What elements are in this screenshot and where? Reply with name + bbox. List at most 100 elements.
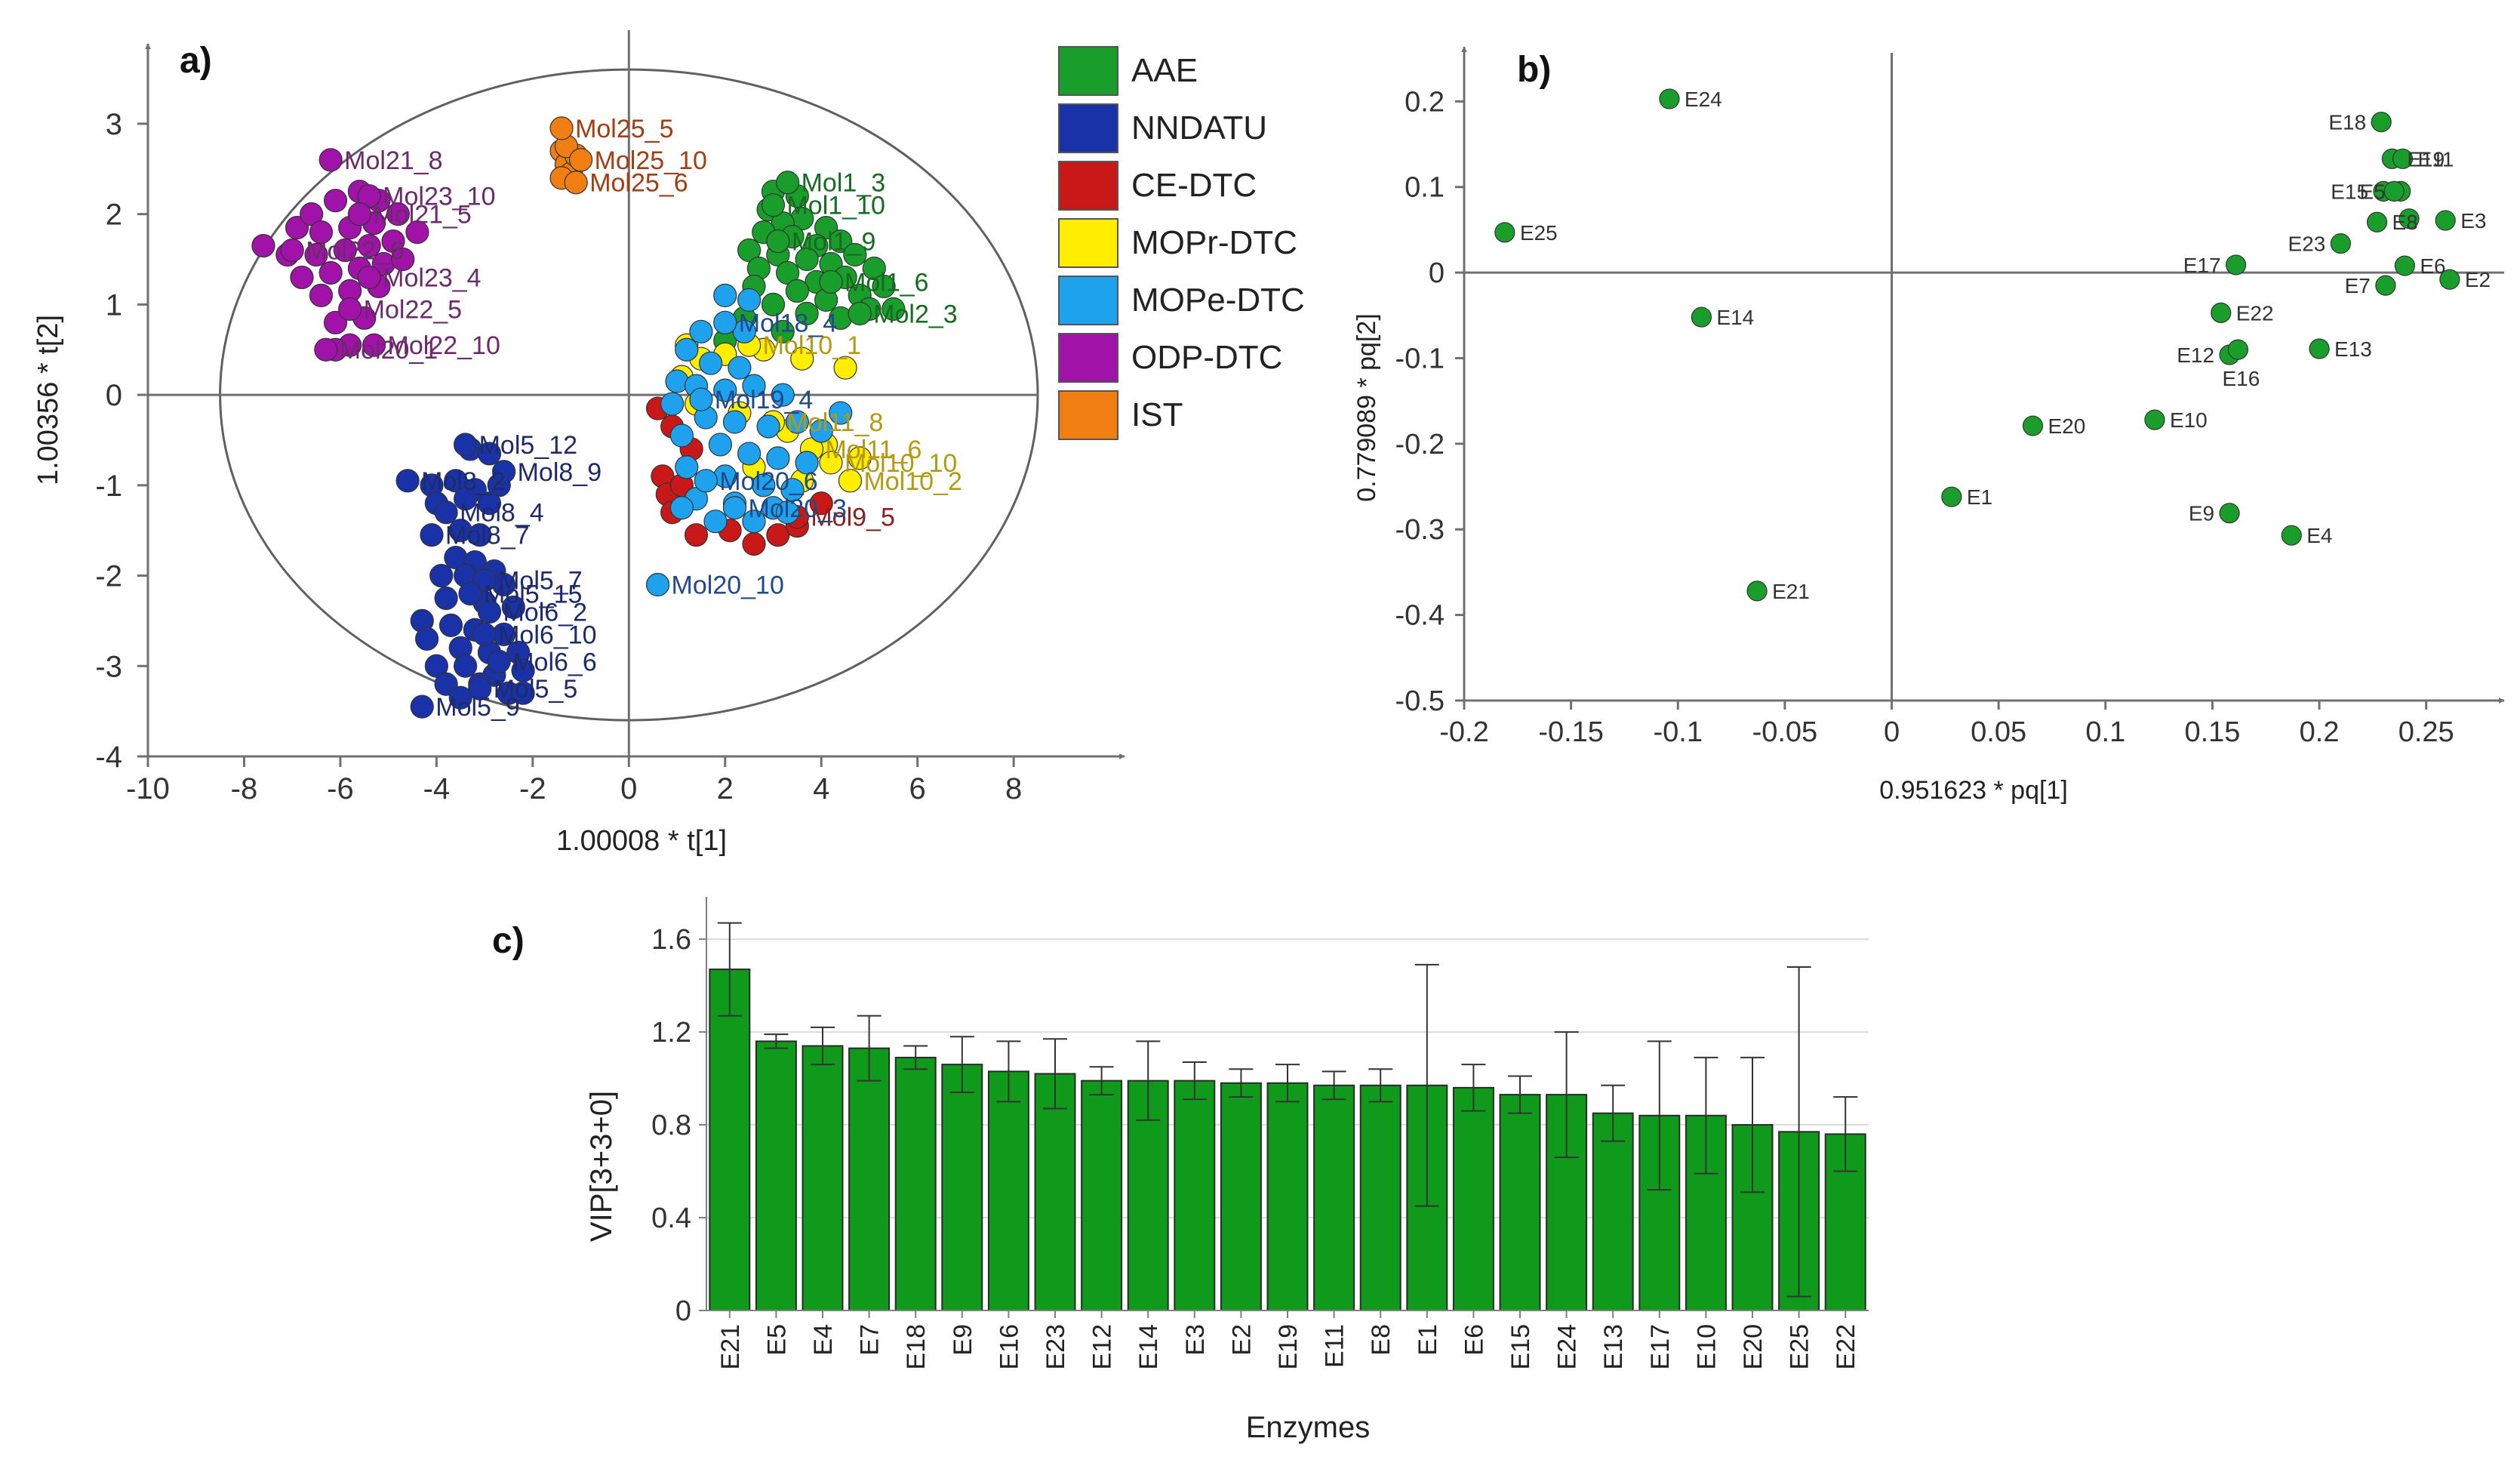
panel-c-x-ticks: E21 E5 E4 E7 E18 E9 E16 E23 E12 E14 E3 E2 E19 E11 E8 E1… (716, 1310, 1860, 1370)
score-point (314, 337, 338, 362)
score-point (872, 274, 896, 299)
legend-swatch (1058, 161, 1118, 211)
score-point (722, 410, 747, 434)
loading-point-label: E4 (2306, 524, 2332, 547)
x-tick-label: E22 (1832, 1324, 1860, 1370)
score-point (309, 283, 334, 307)
panel-a-x-ticks: -10 -8 -6 -4 -2 0 2 4 6 8 (126, 756, 1022, 805)
x-tick-label: E20 (1739, 1324, 1768, 1370)
loading-point-label: E20 (2048, 414, 2085, 438)
score-point (318, 260, 343, 285)
loading-point (2394, 255, 2415, 276)
score-point-label: Mol5_5 (494, 675, 578, 704)
panel-c-x-axis-title: Enzymes (1246, 1411, 1371, 1444)
x-tick-label: 0 (1884, 716, 1900, 748)
score-point-label: Mol25_10 (595, 146, 707, 175)
legend-label: MOPe-DTC (1131, 282, 1305, 319)
score-point (829, 229, 853, 254)
score-point-label: Mol8_2 (421, 467, 506, 496)
score-point (434, 586, 458, 611)
score-point (838, 469, 863, 493)
score-point (689, 387, 713, 411)
vip-bar (1592, 1112, 1634, 1311)
score-point (708, 433, 732, 457)
vip-bar (1081, 1079, 1123, 1312)
loading-point-label: E14 (1716, 306, 1754, 329)
score-point-label: Mol20_6 (719, 467, 817, 496)
score-point-label: Mol21_8 (344, 146, 442, 175)
score-point (454, 487, 478, 511)
vip-bar (1452, 1086, 1494, 1311)
score-point (501, 595, 525, 620)
panel-b-point-labels: E24 E25 E14 E21 E1 E20 E10 E9 E4 E12 E16 E13 E22 E17 E… (1520, 88, 2491, 603)
y-tick-label: 1.6 (651, 924, 691, 956)
score-point (795, 451, 819, 475)
loading-point (1691, 306, 1712, 328)
loading-point (2227, 339, 2249, 360)
y-tick-label: 1.2 (651, 1017, 691, 1049)
loading-point (2219, 503, 2240, 524)
x-tick-label: E7 (856, 1324, 885, 1356)
panel-a-label: a) (180, 41, 212, 81)
x-tick-label: 0.05 (1971, 716, 2026, 748)
score-point-label: Mol6_6 (512, 648, 597, 676)
x-tick-label: E23 (1042, 1324, 1070, 1370)
y-tick-label: -3 (95, 650, 122, 683)
loading-point-label: E24 (1685, 88, 1722, 111)
x-tick-label: -4 (423, 772, 451, 805)
score-point (415, 627, 439, 651)
score-point (438, 613, 463, 637)
loading-point (1941, 486, 1962, 507)
score-point-label: Mol1_9 (792, 228, 876, 257)
score-point (660, 392, 685, 416)
score-point (448, 685, 472, 710)
vip-bar (894, 1056, 937, 1311)
score-point-label: Mol18_4 (739, 309, 837, 337)
x-tick-label: 0.25 (2398, 716, 2454, 748)
legend-label: MOPr-DTC (1131, 224, 1297, 261)
x-tick-label: -0.2 (1439, 716, 1488, 748)
x-tick-label: E25 (1786, 1324, 1814, 1370)
score-point (285, 216, 309, 240)
score-point-label: Mol23_10 (383, 183, 495, 211)
score-point-label: Mol8_9 (518, 458, 602, 487)
y-tick-label: -4 (95, 741, 122, 774)
score-point-label: Mol5_7 (498, 567, 583, 596)
panel-b-points (1494, 88, 2460, 602)
score-point (420, 523, 444, 547)
loading-point (2392, 148, 2414, 169)
score-point (737, 288, 762, 312)
panel-a-points (251, 116, 906, 719)
legend-swatch (1058, 276, 1118, 325)
score-point (833, 356, 857, 380)
score-point (713, 378, 737, 402)
score-point (780, 478, 805, 502)
loading-point-label: E7 (2345, 274, 2371, 297)
score-point (458, 581, 482, 606)
score-point (491, 460, 516, 484)
score-point (669, 496, 694, 520)
loading-point-label: E11 (2418, 147, 2454, 171)
score-point (338, 297, 362, 321)
score-point-label: Mol11_8 (786, 408, 883, 437)
vip-bar (1266, 1082, 1309, 1311)
score-point (280, 238, 304, 263)
score-point (333, 238, 357, 263)
score-point-label: Mol8_4 (460, 499, 544, 528)
loading-point-label: E25 (1520, 221, 1558, 245)
score-point (434, 672, 458, 696)
score-point (819, 451, 843, 475)
loading-point-label: E23 (2288, 233, 2326, 256)
loading-point (2366, 211, 2388, 233)
score-point-label: Mol1_6 (845, 268, 929, 297)
panel-a-x-axis-title: 1.00008 * t[1] (556, 825, 727, 857)
vip-bar (1220, 1082, 1262, 1311)
panel-c-y-ticks: 0 0.4 0.8 1.2 1.6 (651, 924, 706, 1327)
x-tick-label: 2 (717, 772, 734, 805)
panel-a-y-ticks: -4 -3 -2 -1 0 1 2 3 (95, 108, 148, 774)
x-tick-label: E24 (1553, 1324, 1582, 1370)
y-tick-label: -0.1 (1395, 343, 1445, 374)
score-point (477, 442, 502, 466)
legend-swatch (1058, 333, 1118, 383)
